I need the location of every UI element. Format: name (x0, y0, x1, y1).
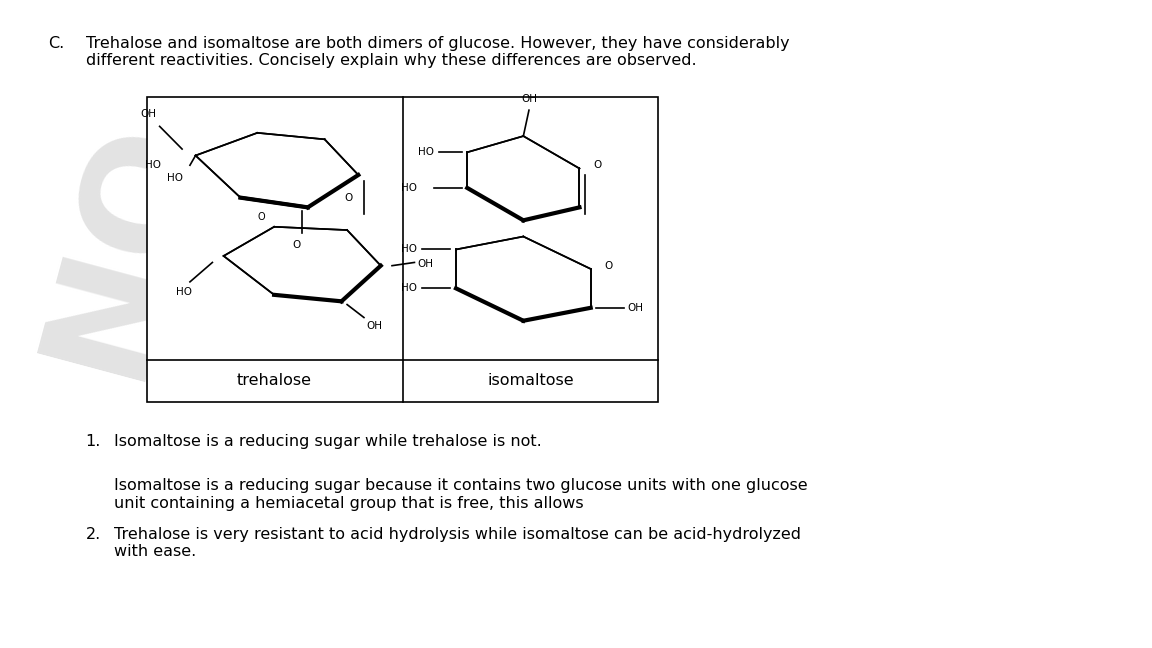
Text: Trehalose and isomaltose are both dimers of glucose. However, they have consider: Trehalose and isomaltose are both dimers… (85, 36, 789, 68)
Text: OH: OH (418, 259, 434, 269)
Text: O: O (604, 260, 613, 271)
Text: 2.: 2. (85, 527, 100, 542)
Text: HO: HO (145, 160, 161, 170)
Text: C.: C. (48, 36, 65, 51)
Text: O: O (258, 212, 265, 222)
Text: O: O (344, 192, 353, 203)
Text: NO: NO (20, 102, 230, 390)
Text: trehalose: trehalose (236, 373, 312, 388)
Text: Trehalose is very resistant to acid hydrolysis while isomaltose can be acid-hydr: Trehalose is very resistant to acid hydr… (114, 527, 801, 559)
Text: HO: HO (176, 287, 192, 297)
Text: HO: HO (401, 183, 417, 193)
Text: OH: OH (366, 321, 382, 330)
Text: 1.: 1. (85, 434, 101, 449)
Text: Isomaltose is a reducing sugar while trehalose is not.: Isomaltose is a reducing sugar while tre… (114, 434, 541, 449)
Text: O: O (593, 160, 601, 170)
Text: HO: HO (417, 147, 433, 157)
Text: OH: OH (521, 94, 537, 104)
Text: Isomaltose is a reducing sugar because it contains two glucose units with one gl: Isomaltose is a reducing sugar because i… (114, 478, 808, 511)
Text: HO: HO (401, 283, 417, 294)
Text: OH: OH (141, 109, 157, 119)
Text: O: O (293, 240, 301, 249)
Text: OH: OH (628, 303, 644, 313)
Text: isomaltose: isomaltose (488, 373, 575, 388)
Text: HO: HO (167, 173, 183, 183)
Text: HO: HO (401, 244, 417, 255)
Bar (147, 97, 658, 402)
